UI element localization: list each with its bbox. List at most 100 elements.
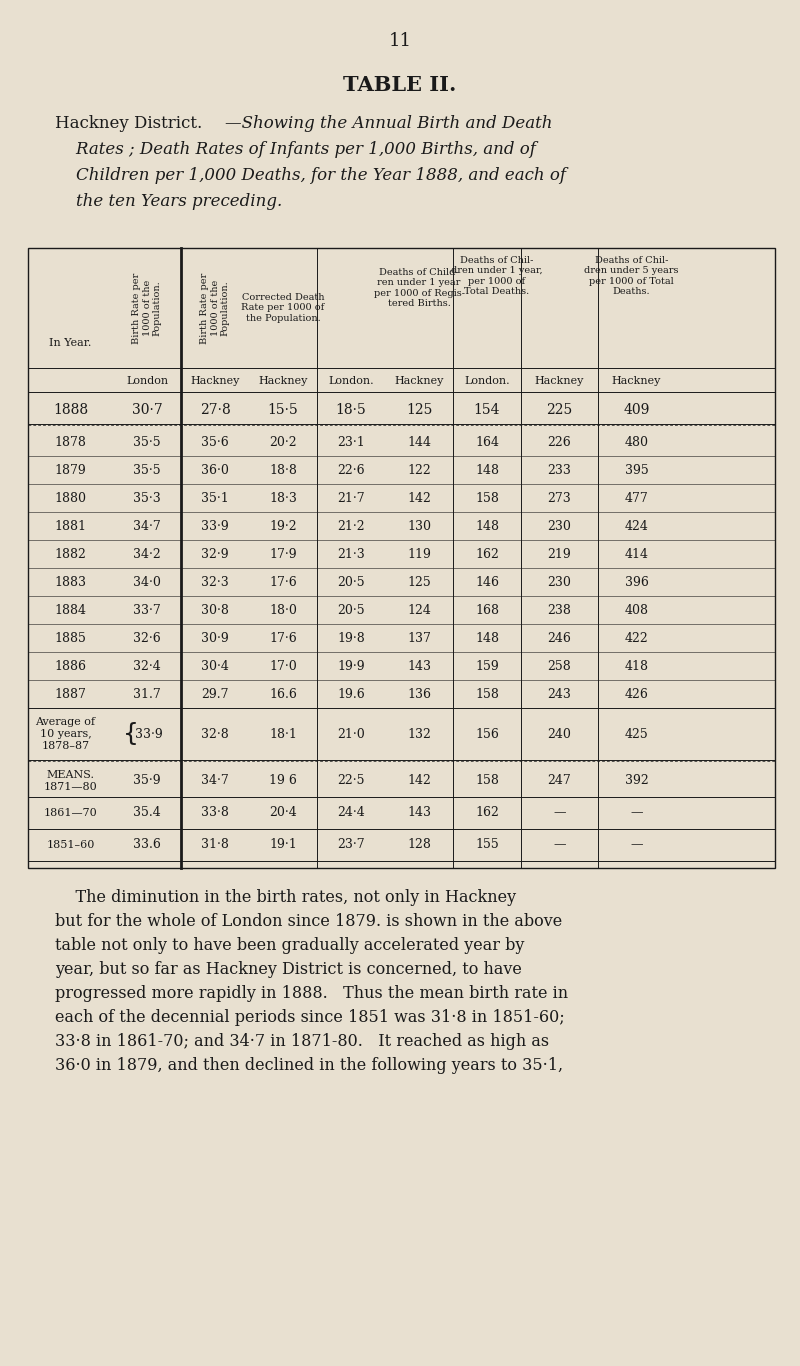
Bar [28,249,775,867]
Text: 32·8: 32·8 [201,728,229,740]
Text: —: — [554,839,566,851]
Text: 148: 148 [475,519,499,533]
Text: 1881: 1881 [54,519,86,533]
Text: 142: 142 [407,492,431,504]
Text: 258: 258 [548,660,571,672]
Text: 273: 273 [548,492,571,504]
Text: 424: 424 [625,519,649,533]
Text: 11: 11 [389,31,411,51]
Text: 162: 162 [475,806,499,820]
Text: 35·3: 35·3 [133,492,161,504]
Text: 144: 144 [407,436,431,448]
Text: 162: 162 [475,548,499,560]
Text: 136: 136 [407,687,431,701]
Text: 477: 477 [625,492,648,504]
Text: 230: 230 [547,575,571,589]
Text: Average of
10 years,
1878–87: Average of 10 years, 1878–87 [35,717,95,750]
Text: 392: 392 [625,775,648,788]
Text: —: — [630,839,642,851]
Text: Deaths of Chil-
dren under 5 years
per 1000 of Total
Deaths.: Deaths of Chil- dren under 5 years per 1… [584,255,678,296]
Text: 32·9: 32·9 [201,548,229,560]
Text: 34·7: 34·7 [201,775,229,788]
Text: 32·3: 32·3 [201,575,229,589]
Text: 19·9: 19·9 [337,660,365,672]
Text: 125: 125 [406,403,432,417]
Text: 168: 168 [475,604,499,616]
Text: 148: 148 [475,631,499,645]
Text: London: London [126,376,168,387]
Text: Birth Rate per
1000 of the
Population.: Birth Rate per 1000 of the Population. [132,272,162,344]
Text: 148: 148 [475,463,499,477]
Text: 137: 137 [407,631,431,645]
Text: 19·2: 19·2 [269,519,297,533]
Text: 142: 142 [407,775,431,788]
Text: 31·8: 31·8 [201,839,229,851]
Text: Hackney: Hackney [258,376,308,387]
Text: 225: 225 [546,403,573,417]
Text: 1883: 1883 [54,575,86,589]
Text: progressed more rapidly in 1888.   Thus the mean birth rate in: progressed more rapidly in 1888. Thus th… [55,985,568,1003]
Text: In Year.: In Year. [50,337,92,348]
Text: each of the decennial periods since 1851 was 31·8 in 1851-60;: each of the decennial periods since 1851… [55,1009,565,1026]
Text: 159: 159 [475,660,499,672]
Text: 246: 246 [547,631,571,645]
Text: 34·7: 34·7 [133,519,161,533]
Text: 30·7: 30·7 [132,403,162,417]
Text: 124: 124 [407,604,431,616]
Text: 36·0: 36·0 [201,463,229,477]
Text: 1882: 1882 [54,548,86,560]
Text: 226: 226 [548,436,571,448]
Text: 158: 158 [475,775,499,788]
Text: 33·8 in 1861-70; and 34·7 in 1871-80.   It reached as high as: 33·8 in 1861-70; and 34·7 in 1871-80. It… [55,1033,549,1050]
Text: TABLE II.: TABLE II. [343,75,457,96]
Text: 130: 130 [407,519,431,533]
Text: 1888: 1888 [53,403,88,417]
Text: 155: 155 [475,839,499,851]
Text: 30·4: 30·4 [201,660,229,672]
Text: 18·3: 18·3 [269,492,297,504]
Text: Children per 1,000 Deaths, for the Year 1888, and each of: Children per 1,000 Deaths, for the Year … [55,167,566,184]
Text: Hackney: Hackney [190,376,240,387]
Text: 1886: 1886 [54,660,86,672]
Text: 35·9: 35·9 [133,775,161,788]
Text: 425: 425 [625,728,648,740]
Text: 21·7: 21·7 [337,492,365,504]
Text: 247: 247 [548,775,571,788]
Text: 422: 422 [625,631,648,645]
Text: 480: 480 [625,436,649,448]
Text: 21·2: 21·2 [337,519,365,533]
Text: 1851–60: 1851–60 [46,840,94,850]
Text: 119: 119 [407,548,431,560]
Text: 35.4: 35.4 [133,806,161,820]
Text: 27·8: 27·8 [200,403,230,417]
Text: {: { [123,723,139,746]
Text: 122: 122 [407,463,431,477]
Text: 21·3: 21·3 [337,548,365,560]
Text: but for the whole of London since 1879. is shown in the above: but for the whole of London since 1879. … [55,912,562,930]
Text: 128: 128 [407,839,431,851]
Text: 32·4: 32·4 [133,660,161,672]
Text: 1861—70: 1861—70 [44,809,98,818]
Text: 33·8: 33·8 [201,806,229,820]
Text: 35·1: 35·1 [201,492,229,504]
Text: Hackney: Hackney [612,376,661,387]
Text: 35·5: 35·5 [133,463,161,477]
Text: 19·1: 19·1 [269,839,297,851]
Text: 22·6: 22·6 [337,463,365,477]
Text: 143: 143 [407,660,431,672]
Text: 238: 238 [547,604,571,616]
Text: Hackney: Hackney [394,376,444,387]
Text: 35·6: 35·6 [201,436,229,448]
Text: 19·8: 19·8 [337,631,365,645]
Text: 1880: 1880 [54,492,86,504]
Text: MEANS.
1871—80: MEANS. 1871—80 [44,770,98,792]
Text: 132: 132 [407,728,431,740]
Text: 17·6: 17·6 [269,575,297,589]
Text: 426: 426 [625,687,649,701]
Text: 125: 125 [407,575,431,589]
Text: 219: 219 [548,548,571,560]
Text: 17·0: 17·0 [269,660,297,672]
Text: 20·5: 20·5 [337,575,365,589]
Text: 156: 156 [475,728,499,740]
Text: —Showing the Annual Birth and Death: —Showing the Annual Birth and Death [225,115,553,133]
